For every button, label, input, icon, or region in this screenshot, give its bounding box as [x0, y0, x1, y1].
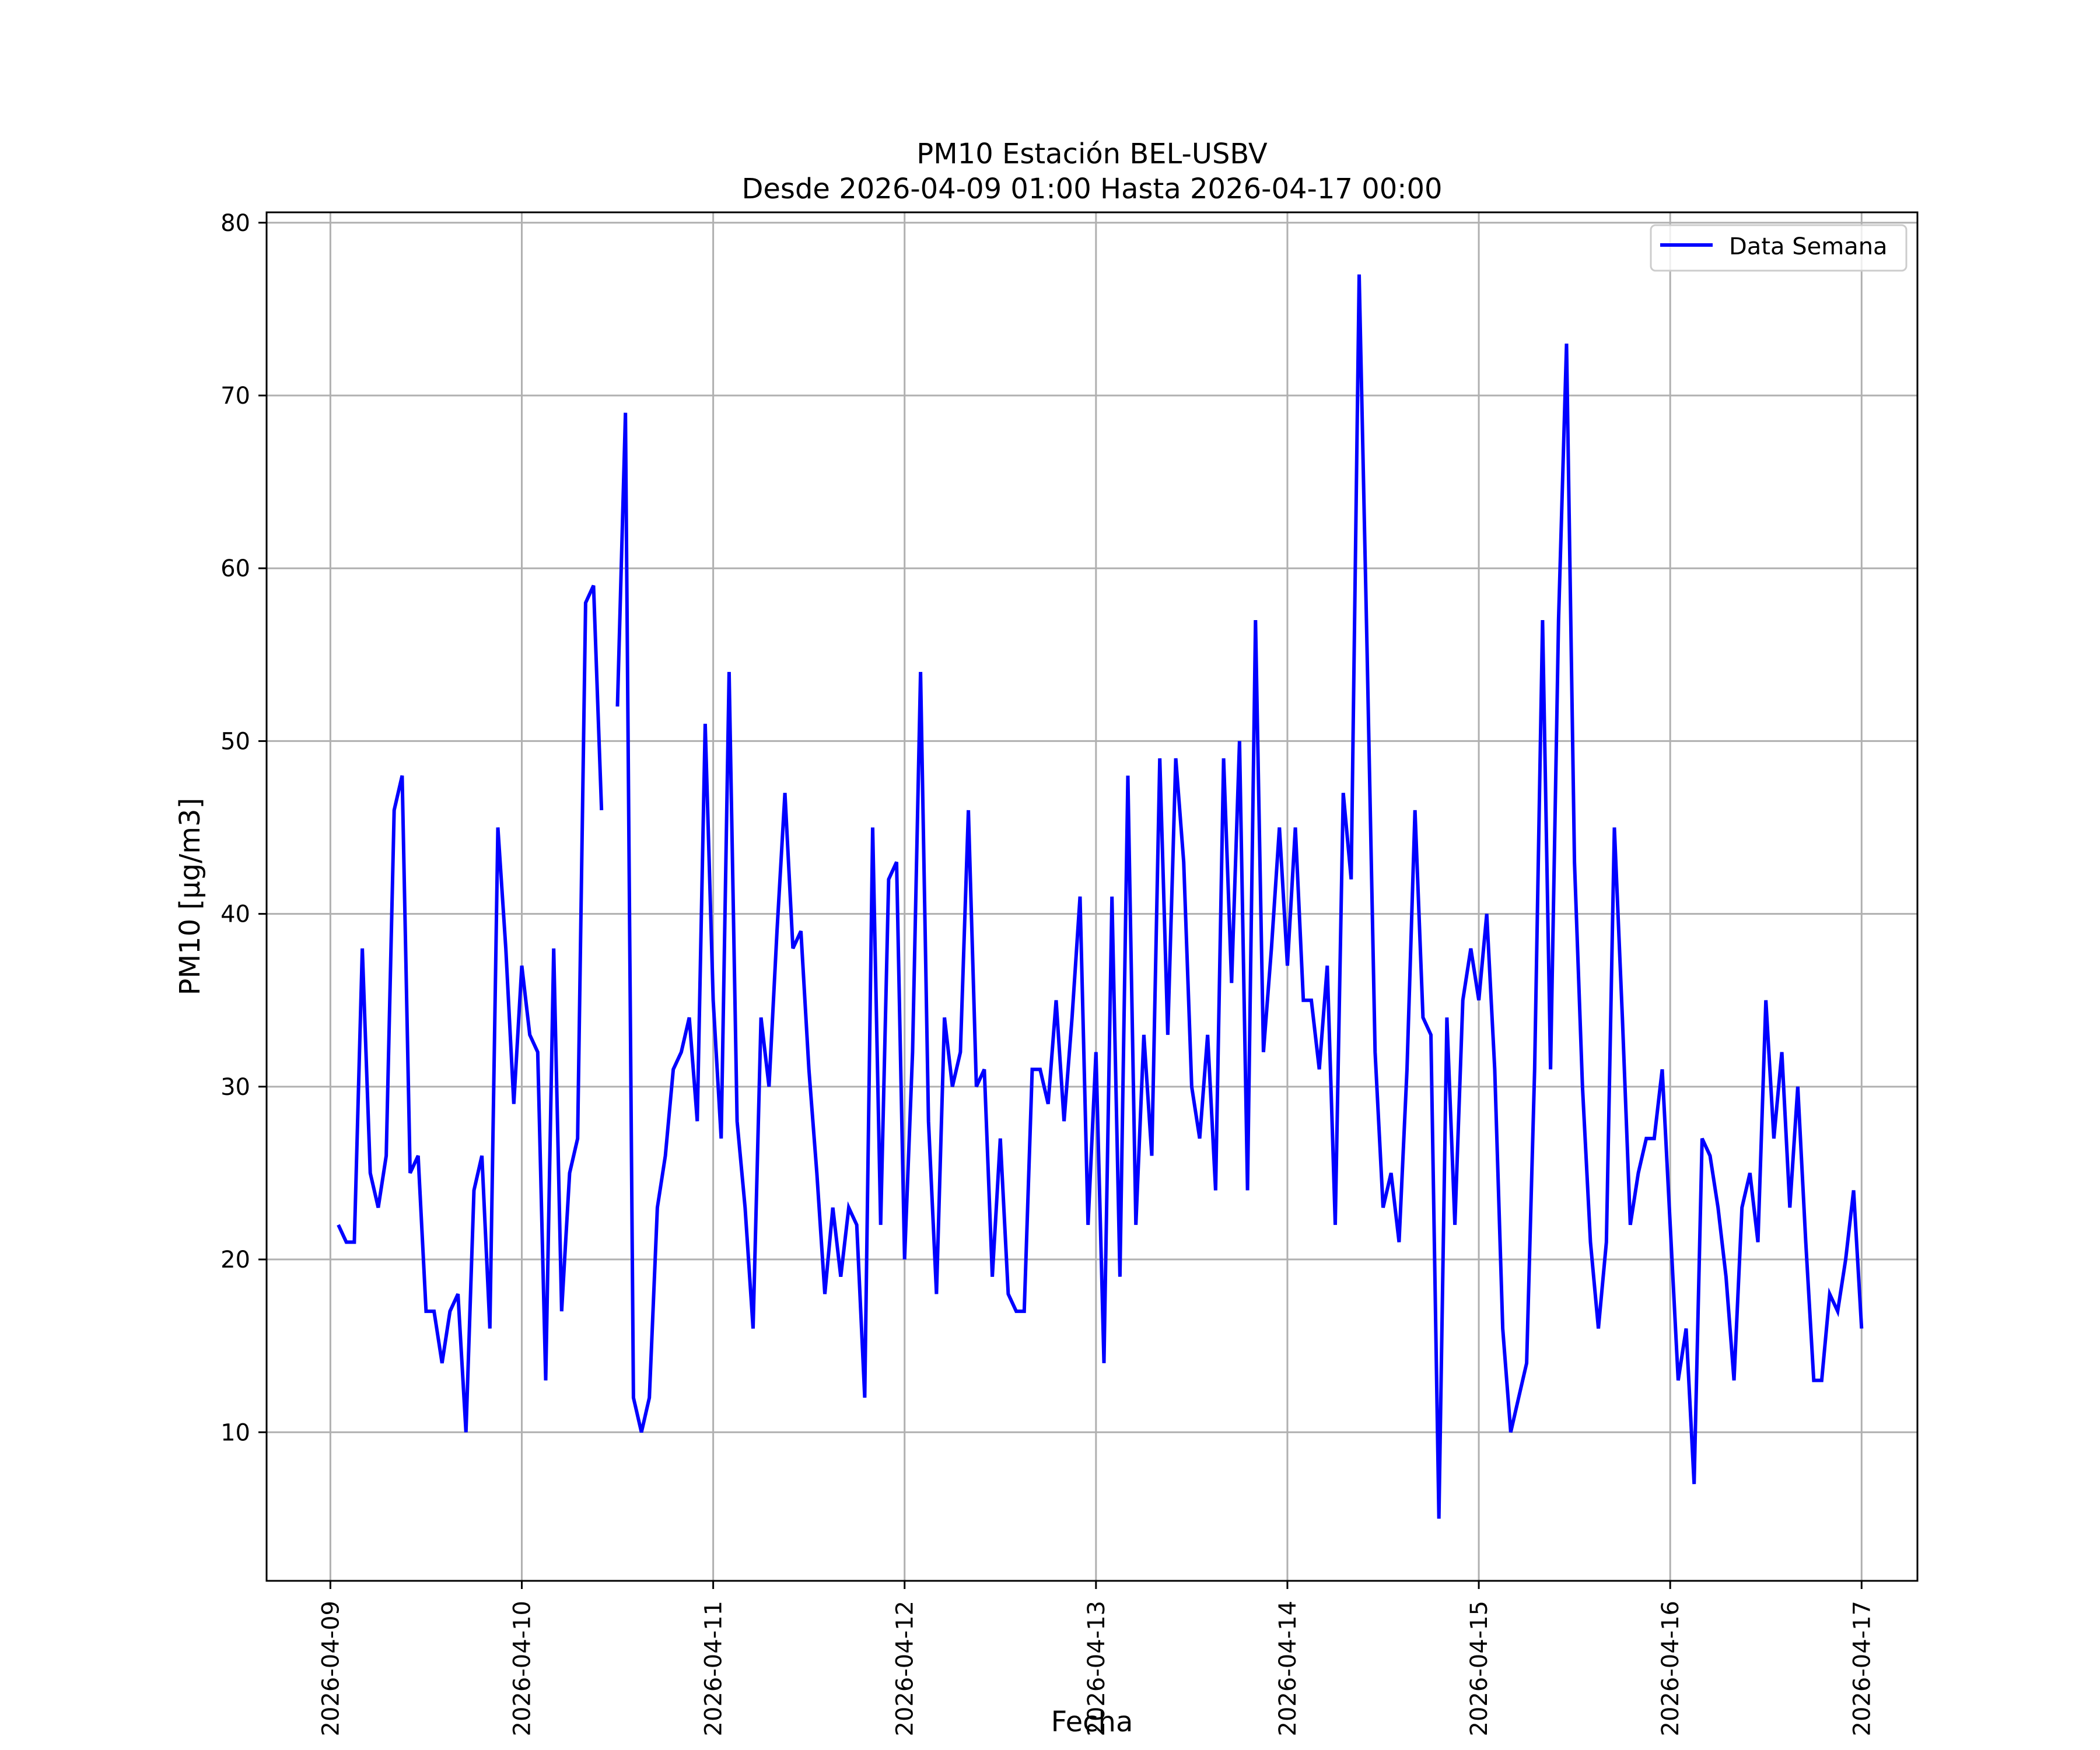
y-tick-label: 30 — [220, 1074, 250, 1101]
x-tick-label: 2026-04-11 — [701, 1601, 727, 1736]
x-tick-label: 2026-04-12 — [892, 1601, 919, 1736]
y-tick-label: 80 — [220, 210, 250, 237]
x-axis-label: Fecha — [1051, 1706, 1133, 1738]
x-tick-label: 2026-04-10 — [509, 1601, 536, 1736]
legend-label: Data Semana — [1729, 233, 1888, 260]
legend: Data Semana — [1651, 225, 1906, 271]
y-tick-label: 20 — [220, 1247, 250, 1273]
x-tick-label: 2026-04-09 — [317, 1601, 344, 1736]
x-tick-label: 2026-04-16 — [1657, 1601, 1684, 1736]
x-tick-label: 2026-04-14 — [1275, 1601, 1301, 1736]
y-tick-label: 60 — [220, 555, 250, 582]
x-tick-label: 2026-04-17 — [1849, 1601, 1875, 1736]
y-tick-label: 40 — [220, 901, 250, 928]
chart-subtitle: Desde 2026-04-09 01:00 Hasta 2026-04-17 … — [741, 173, 1442, 205]
y-tick-label: 70 — [220, 383, 250, 410]
y-axis-label: PM10 [μg/m3] — [174, 798, 206, 996]
y-tick-label: 50 — [220, 728, 250, 755]
chart-title: PM10 Estación BEL-USBV — [916, 138, 1268, 170]
y-tick-label: 10 — [220, 1419, 250, 1446]
x-tick-label: 2026-04-15 — [1466, 1601, 1493, 1736]
